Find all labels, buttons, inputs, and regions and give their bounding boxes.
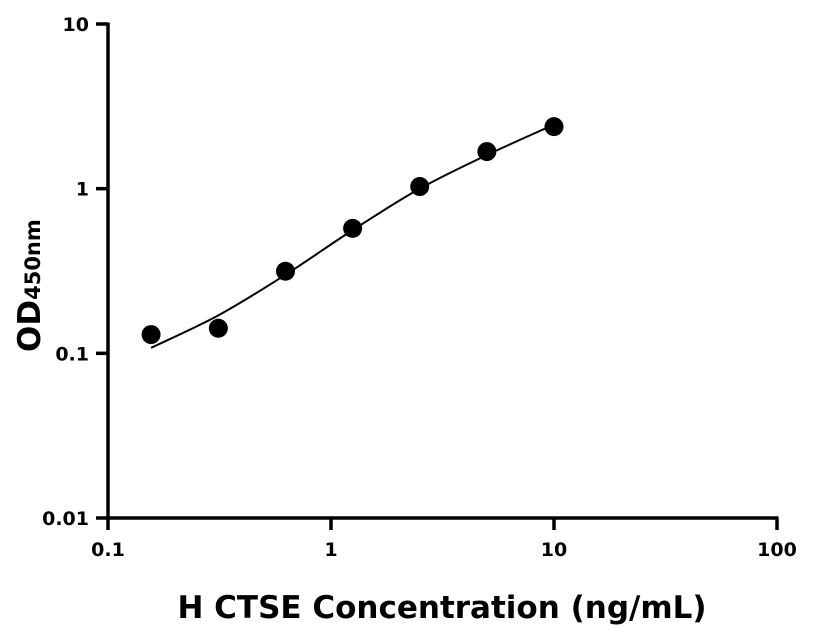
y-axis-label: OD450nm <box>12 219 48 352</box>
x-tick-label: 10 <box>541 539 567 561</box>
data-point <box>544 117 564 137</box>
data-point <box>343 218 363 238</box>
y-tick-label: 0.1 <box>55 343 89 365</box>
y-tick-label: 0.01 <box>42 508 89 530</box>
y-tick-label: 1 <box>76 179 89 201</box>
data-points <box>141 117 564 345</box>
x-tick-label: 1 <box>324 539 337 561</box>
data-point <box>141 325 161 345</box>
x-tick-label: 0.1 <box>91 539 125 561</box>
y-tick-label: 10 <box>63 14 89 36</box>
x-tick-label: 100 <box>757 539 797 561</box>
data-point <box>275 261 295 281</box>
data-point <box>208 318 228 338</box>
data-point <box>477 142 497 162</box>
x-axis-label: H CTSE Concentration (ng/mL) <box>177 590 706 626</box>
data-point <box>410 177 430 197</box>
